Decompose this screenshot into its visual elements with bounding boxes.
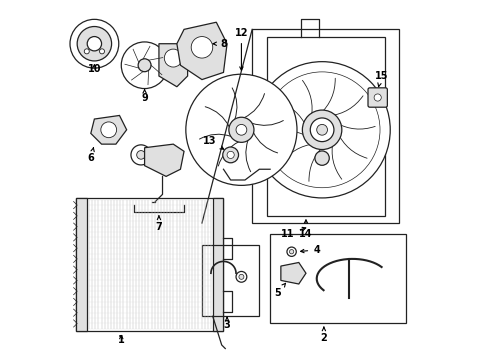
FancyArrowPatch shape	[329, 96, 363, 116]
FancyArrowPatch shape	[246, 140, 251, 172]
Circle shape	[315, 151, 329, 165]
Circle shape	[302, 110, 342, 149]
FancyArrowPatch shape	[309, 145, 324, 181]
Bar	[202, 244, 259, 316]
FancyArrowPatch shape	[199, 134, 231, 139]
Circle shape	[122, 42, 168, 89]
Text: 6: 6	[87, 148, 94, 163]
FancyArrowPatch shape	[338, 132, 367, 158]
Text: 3: 3	[224, 317, 230, 330]
Circle shape	[317, 125, 327, 135]
Text: 5: 5	[274, 283, 286, 298]
Text: 14: 14	[299, 220, 313, 239]
Text: 13: 13	[203, 136, 223, 149]
Circle shape	[374, 94, 381, 101]
Polygon shape	[177, 22, 227, 80]
FancyArrowPatch shape	[277, 102, 307, 127]
Bar	[252, 30, 399, 223]
FancyArrowPatch shape	[244, 94, 265, 118]
Circle shape	[70, 19, 119, 68]
Text: 2: 2	[320, 327, 327, 343]
Bar	[76, 198, 223, 330]
FancyArrowPatch shape	[219, 142, 239, 166]
FancyBboxPatch shape	[368, 88, 388, 107]
Text: 1: 1	[118, 334, 124, 345]
FancyBboxPatch shape	[213, 198, 223, 330]
Circle shape	[101, 122, 117, 138]
FancyArrowPatch shape	[281, 144, 315, 164]
Bar	[267, 37, 385, 216]
FancyArrowPatch shape	[253, 132, 278, 153]
FancyBboxPatch shape	[76, 198, 87, 330]
Bar	[134, 180, 184, 184]
FancyArrowPatch shape	[336, 123, 375, 129]
FancyArrowPatch shape	[269, 130, 308, 137]
Text: 12: 12	[235, 28, 248, 70]
Circle shape	[310, 118, 334, 141]
Polygon shape	[281, 262, 306, 284]
Circle shape	[254, 62, 390, 198]
Circle shape	[99, 49, 104, 54]
Text: 9: 9	[141, 89, 148, 103]
FancyArrowPatch shape	[205, 107, 229, 127]
FancyArrowPatch shape	[232, 88, 237, 120]
Polygon shape	[91, 116, 126, 144]
Circle shape	[77, 27, 112, 61]
Circle shape	[290, 249, 294, 254]
Text: 7: 7	[155, 216, 162, 231]
Circle shape	[137, 150, 146, 159]
Text: 8: 8	[213, 39, 227, 49]
Circle shape	[131, 145, 151, 165]
FancyArrowPatch shape	[320, 78, 335, 114]
Circle shape	[236, 125, 247, 135]
Text: 15: 15	[374, 71, 388, 87]
Polygon shape	[159, 44, 188, 87]
Circle shape	[186, 74, 297, 185]
Circle shape	[229, 117, 254, 142]
Circle shape	[239, 274, 244, 279]
Bar	[270, 234, 406, 323]
Bar	[87, 198, 213, 330]
Text: 10: 10	[88, 64, 101, 74]
Text: 11: 11	[281, 228, 306, 239]
Circle shape	[138, 59, 151, 72]
Circle shape	[164, 49, 182, 67]
FancyArrowPatch shape	[252, 121, 283, 125]
FancyArrowPatch shape	[332, 141, 342, 179]
Circle shape	[87, 37, 101, 51]
Polygon shape	[145, 144, 184, 176]
FancyArrowPatch shape	[302, 80, 312, 119]
Circle shape	[223, 147, 239, 163]
Circle shape	[227, 151, 234, 158]
Circle shape	[84, 49, 89, 54]
Circle shape	[191, 37, 213, 58]
Text: 4: 4	[301, 245, 320, 255]
